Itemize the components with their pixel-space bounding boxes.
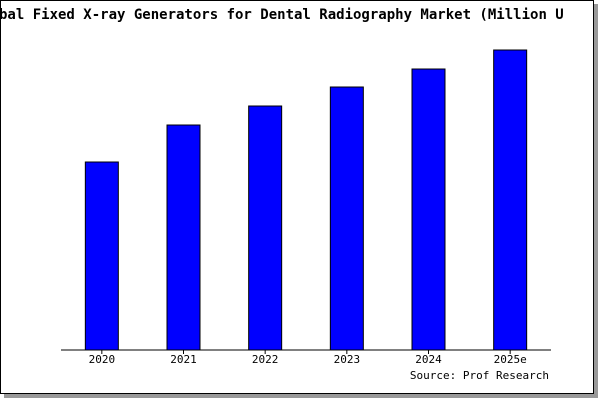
bar — [329, 86, 364, 351]
bar — [248, 105, 283, 351]
x-tick-label: 2020 — [89, 353, 116, 366]
x-tick-label: 2023 — [334, 353, 361, 366]
x-tick-label: 2025e — [494, 353, 527, 366]
bar — [411, 68, 446, 351]
x-tick-label: 2022 — [252, 353, 279, 366]
bar — [84, 161, 119, 351]
x-tick-label: 2024 — [415, 353, 442, 366]
x-tick-label: 2021 — [170, 353, 197, 366]
source-note: Source: Prof Research — [410, 369, 549, 382]
bar — [166, 124, 201, 351]
bar — [493, 49, 528, 351]
chart-title: bal Fixed X-ray Generators for Dental Ra… — [0, 7, 564, 23]
